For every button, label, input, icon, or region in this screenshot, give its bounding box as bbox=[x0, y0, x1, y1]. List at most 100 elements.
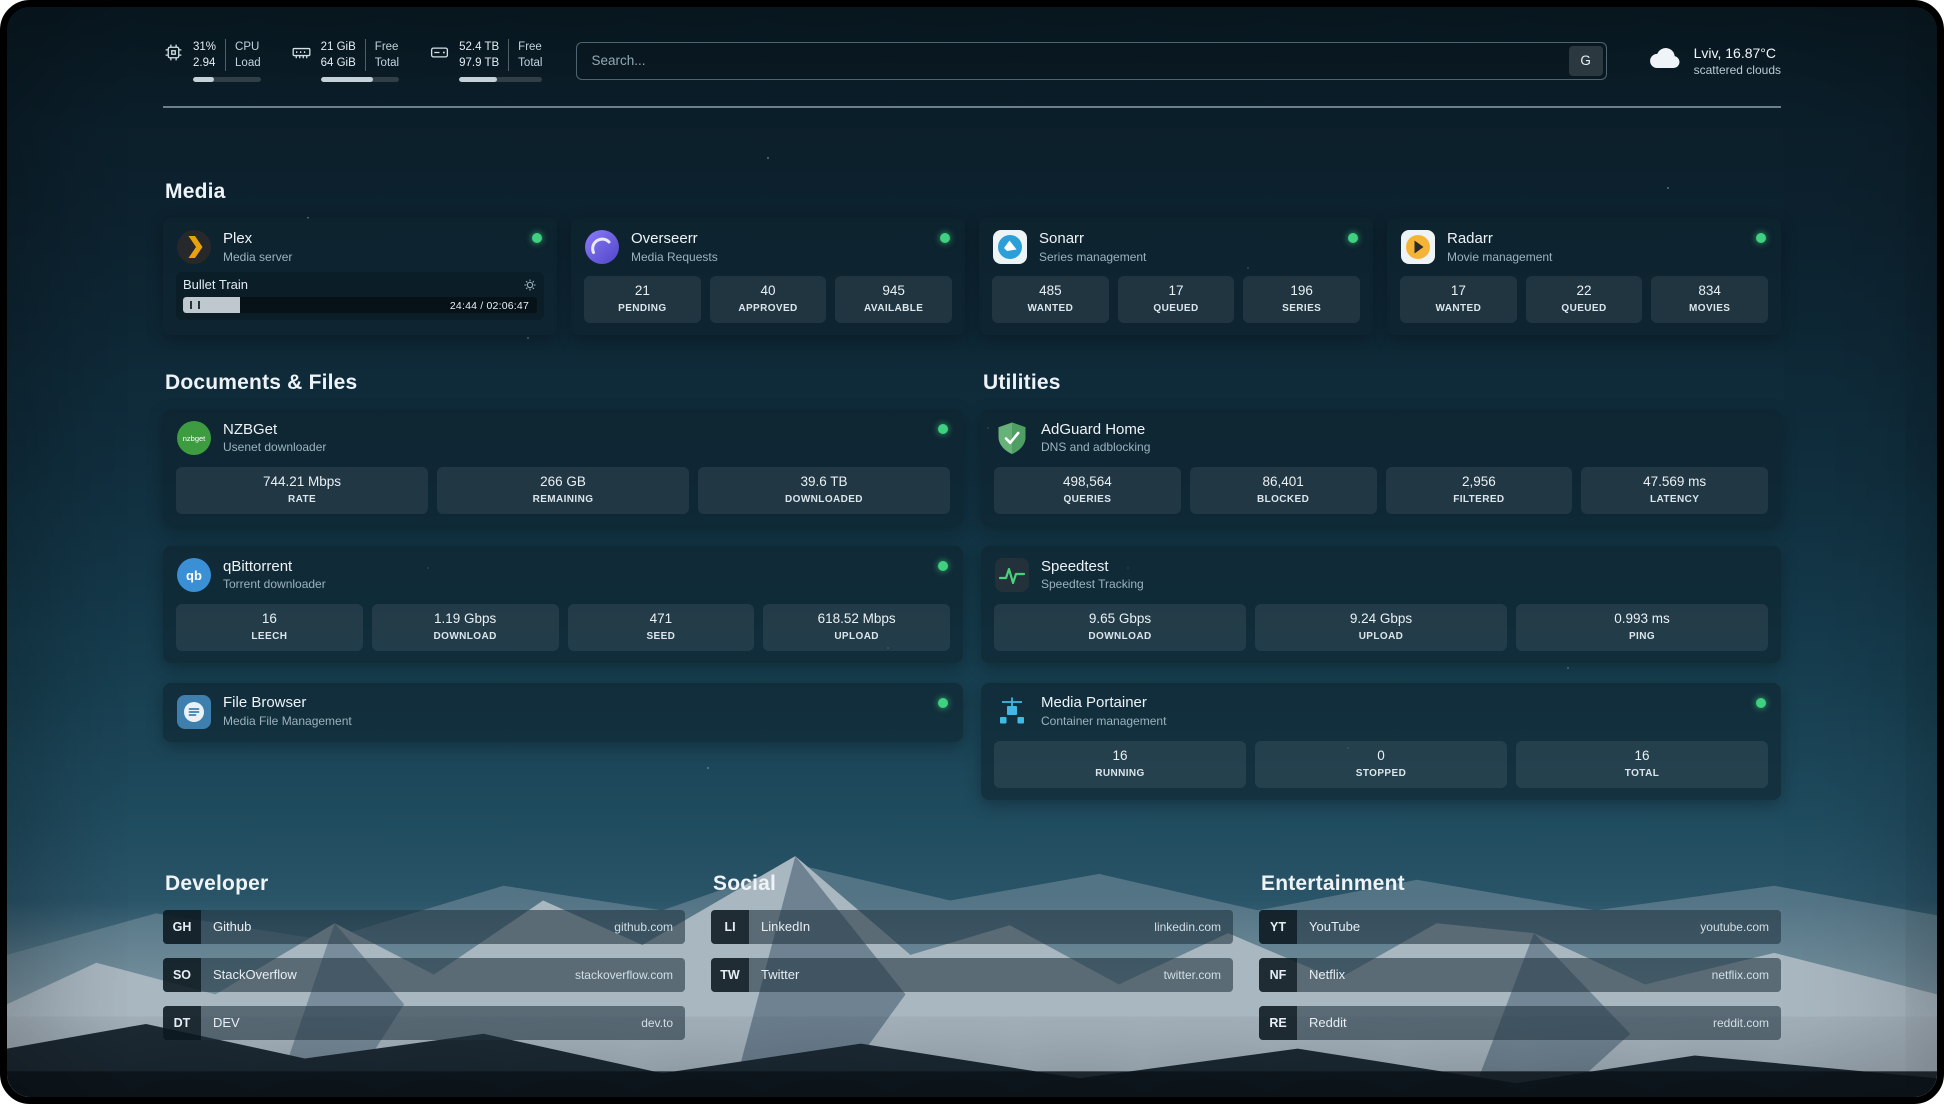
cpu-labels: CPU Load bbox=[225, 39, 261, 72]
settings-gear-icon[interactable] bbox=[523, 278, 537, 292]
stat-download: 9.65 Gbps DOWNLOAD bbox=[994, 603, 1246, 651]
speedtest-stats: 9.65 Gbps DOWNLOAD 9.24 Gbps UPLOAD 0.99… bbox=[994, 603, 1768, 651]
status-online-dot bbox=[1756, 233, 1766, 244]
app-name: File Browser bbox=[223, 694, 307, 712]
bookmark-github[interactable]: GH Github github.com bbox=[163, 909, 685, 944]
radarr-icon bbox=[1400, 229, 1436, 265]
qbittorrent-card[interactable]: qb qBittorrent Torrent downloader 16 bbox=[163, 545, 963, 663]
bookmark-twitter[interactable]: TW Twitter twitter.com bbox=[711, 957, 1233, 992]
app-name: Overseerr bbox=[631, 229, 698, 247]
stat-ping: 0.993 ms PING bbox=[1516, 603, 1768, 651]
stat-queued: 17 QUEUED bbox=[1117, 276, 1235, 324]
ram-icon bbox=[291, 42, 312, 63]
app-description: Usenet downloader bbox=[223, 440, 327, 455]
section-documents: Documents & Files nzbget NZBGet Usenet d… bbox=[163, 371, 963, 742]
playback-progress-bar[interactable]: 24:44 / 02:06:47 bbox=[183, 297, 537, 314]
section-entertainment: Entertainment YT YouTube youtube.com NF … bbox=[1259, 872, 1781, 1040]
svg-text:qb: qb bbox=[186, 568, 202, 583]
stat-upload: 9.24 Gbps UPLOAD bbox=[1255, 603, 1507, 651]
bookmark-netflix[interactable]: NF Netflix netflix.com bbox=[1259, 957, 1781, 992]
section-utilities: Utilities bbox=[981, 371, 1781, 800]
speedtest-icon bbox=[994, 557, 1030, 593]
ram-free-value: 21 GiB bbox=[320, 41, 356, 53]
adguard-card[interactable]: AdGuard Home DNS and adblocking 498,564 … bbox=[981, 409, 1781, 526]
app-name: NZBGet bbox=[223, 420, 278, 438]
stackoverflow-icon: SO bbox=[163, 957, 201, 992]
plex-card[interactable]: Plex Media server Bullet Train bbox=[163, 218, 557, 336]
cpu-load-value: 2.94 bbox=[193, 57, 216, 70]
reddit-icon: RE bbox=[1259, 1005, 1297, 1040]
stat-downloaded: 39.6 TB DOWNLOADED bbox=[698, 467, 950, 514]
disk-values: 52.4 TB 97.9 TB bbox=[459, 39, 499, 71]
stat-running: 16 RUNNING bbox=[994, 740, 1246, 788]
overseerr-card[interactable]: Overseerr Media Requests 21 PENDING 40 A… bbox=[571, 218, 965, 336]
overseerr-stats: 21 PENDING 40 APPROVED 945 AVAILABLE bbox=[584, 276, 953, 324]
adguard-stats: 498,564 QUERIES 86,401 BLOCKED 2,956 FIL… bbox=[994, 467, 1768, 514]
stat-stopped: 0 STOPPED bbox=[1255, 740, 1507, 788]
section-developer: Developer GH Github github.com SO StackO… bbox=[163, 872, 685, 1040]
header-divider bbox=[163, 106, 1781, 109]
stat-upload: 618.52 Mbps UPLOAD bbox=[763, 603, 950, 651]
stat-blocked: 86,401 BLOCKED bbox=[1189, 467, 1377, 514]
nzbget-stats: 744.21 Mbps RATE 266 GB REMAINING 39.6 T… bbox=[176, 467, 950, 514]
cloud-icon bbox=[1647, 44, 1683, 77]
stat-queued: 22 QUEUED bbox=[1525, 276, 1643, 324]
app-description: Torrent downloader bbox=[223, 577, 326, 592]
status-online-dot bbox=[1348, 233, 1358, 244]
section-title-social: Social bbox=[713, 871, 777, 895]
stat-pending: 21 PENDING bbox=[584, 276, 701, 324]
stat-remaining: 266 GB REMAINING bbox=[437, 467, 689, 514]
sonarr-stats: 485 WANTED 17 QUEUED 196 SERIES bbox=[992, 276, 1361, 324]
disk-labels: Free Total bbox=[508, 39, 542, 72]
twitter-icon: TW bbox=[711, 957, 749, 992]
stat-approved: 40 APPROVED bbox=[709, 276, 827, 324]
bookmark-dev[interactable]: DT DEV dev.to bbox=[163, 1005, 685, 1040]
nzbget-card[interactable]: nzbget NZBGet Usenet downloader 744.21 M… bbox=[163, 409, 963, 526]
netflix-icon: NF bbox=[1259, 957, 1297, 992]
linkedin-icon: LI bbox=[711, 909, 749, 944]
section-title-documents: Documents & Files bbox=[165, 371, 358, 395]
search-engine-button[interactable]: G bbox=[1568, 45, 1603, 76]
app-name: Media Portainer bbox=[1041, 694, 1147, 712]
plex-icon bbox=[176, 229, 212, 265]
stat-wanted: 17 WANTED bbox=[1400, 276, 1517, 324]
cpu-icon bbox=[163, 42, 184, 63]
qbittorrent-stats: 16 LEECH 1.19 Gbps DOWNLOAD 471 SEED bbox=[176, 603, 950, 651]
stat-leech: 16 LEECH bbox=[176, 603, 363, 651]
search-input[interactable] bbox=[576, 41, 1607, 80]
disk-widget: 52.4 TB 97.9 TB Free Total bbox=[429, 39, 543, 83]
status-online-dot bbox=[938, 560, 948, 571]
stat-movies: 834 MOVIES bbox=[1651, 276, 1769, 324]
section-social: Social LI LinkedIn linkedin.com TW Twitt… bbox=[711, 872, 1233, 1040]
app-name: qBittorrent bbox=[223, 557, 293, 575]
speedtest-card[interactable]: Speedtest Speedtest Tracking 9.65 Gbps D… bbox=[981, 545, 1781, 663]
radarr-card[interactable]: Radarr Movie management 17 WANTED 22 QUE… bbox=[1387, 218, 1781, 336]
section-title-developer: Developer bbox=[165, 871, 269, 895]
adguard-icon bbox=[994, 420, 1030, 456]
app-description: DNS and adblocking bbox=[1041, 440, 1151, 455]
ram-labels: Free Total bbox=[364, 39, 399, 72]
bookmark-stackoverflow[interactable]: SO StackOverflow stackoverflow.com bbox=[163, 957, 685, 992]
status-online-dot bbox=[532, 233, 542, 244]
bookmark-youtube[interactable]: YT YouTube youtube.com bbox=[1259, 909, 1781, 944]
stat-total: 16 TOTAL bbox=[1516, 740, 1768, 788]
disk-total-value: 97.9 TB bbox=[459, 57, 500, 70]
weather-condition: scattered clouds bbox=[1693, 62, 1781, 77]
portainer-stats: 16 RUNNING 0 STOPPED 16 TOTAL bbox=[994, 740, 1768, 788]
bookmark-linkedin[interactable]: LI LinkedIn linkedin.com bbox=[711, 909, 1233, 944]
nzbget-icon: nzbget bbox=[176, 420, 212, 456]
pause-icon[interactable] bbox=[190, 301, 200, 310]
youtube-icon: YT bbox=[1259, 909, 1297, 944]
stat-available: 945 AVAILABLE bbox=[835, 276, 953, 324]
cpu-usage-value: 31% bbox=[193, 41, 217, 53]
ram-progress-bar bbox=[320, 77, 400, 83]
disk-progress-bar bbox=[459, 77, 543, 83]
filebrowser-card[interactable]: File Browser Media File Management bbox=[163, 682, 963, 742]
stat-queries: 498,564 QUERIES bbox=[994, 467, 1181, 514]
portainer-icon bbox=[994, 694, 1030, 730]
bookmark-reddit[interactable]: RE Reddit reddit.com bbox=[1259, 1005, 1781, 1040]
now-playing-title: Bullet Train bbox=[183, 277, 249, 293]
portainer-card[interactable]: Media Portainer Container management 16 … bbox=[981, 682, 1781, 800]
sonarr-card[interactable]: Sonarr Series management 485 WANTED 17 Q… bbox=[979, 218, 1373, 336]
